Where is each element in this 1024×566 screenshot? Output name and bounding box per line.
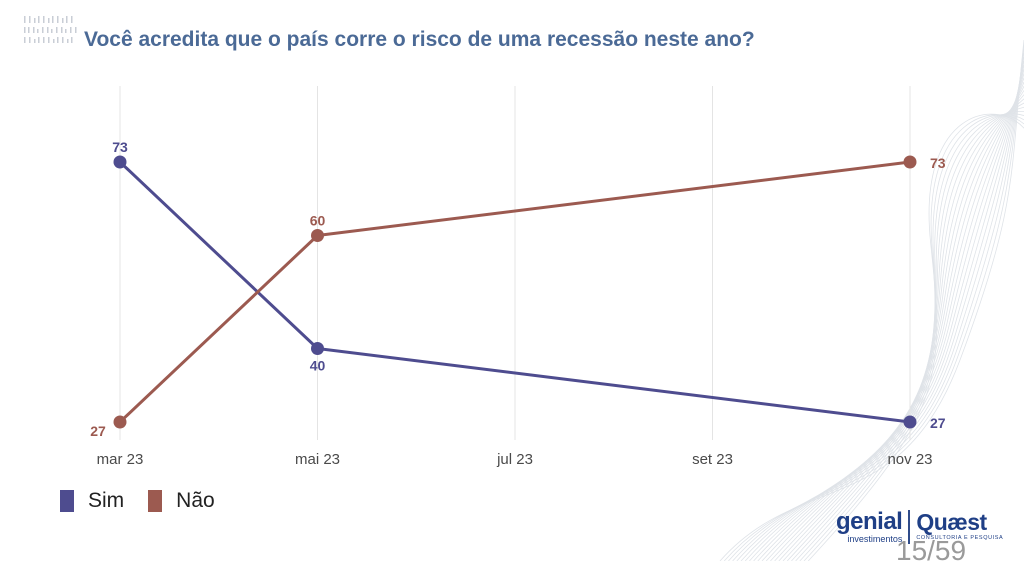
decorative-wave-line <box>723 44 1024 561</box>
x-tick-label: mai 23 <box>295 451 340 468</box>
legend-label-nao: Não <box>176 489 215 512</box>
decorative-wave-line <box>770 90 1024 561</box>
data-label: 73 <box>930 155 946 171</box>
data-point <box>903 415 917 429</box>
data-label: 73 <box>112 139 128 155</box>
data-point <box>113 155 127 169</box>
decorative-wave-lines <box>719 39 1024 561</box>
data-label: 40 <box>310 358 326 374</box>
decorative-wave-line <box>740 60 1024 561</box>
decorative-wave-line <box>778 98 1024 561</box>
chart-x-axis-ticks: mar 23 mai 23 jul 23 set 23 nov 23 <box>97 451 933 468</box>
decorative-wave-line <box>807 113 1024 561</box>
x-tick-label: set 23 <box>692 451 733 468</box>
data-label: 60 <box>310 212 326 228</box>
decorative-wave-line <box>799 114 1024 561</box>
data-point <box>113 415 127 429</box>
quaest-logo-sub: CONSULTORIA E PESQUISA <box>916 535 1004 541</box>
decorative-wave-line <box>753 73 1024 561</box>
quaest-logo: Quæst CONSULTORIA E PESQUISA <box>910 510 1003 542</box>
genial-logo: genial investimentos <box>836 508 911 544</box>
decorative-wave-line <box>774 94 1024 561</box>
page-number: 15/59 <box>896 535 967 566</box>
decorative-barcode-icon <box>24 16 77 43</box>
decorative-wave-line <box>765 86 1024 561</box>
genial-logo-name: genial <box>836 508 903 535</box>
chart-legend: Sim Não <box>60 489 239 513</box>
x-tick-label: jul 23 <box>496 451 533 468</box>
legend-swatch-nao <box>148 490 163 512</box>
brand-logos: genial investimentos Quæst CONSULTORIA E… <box>836 510 1003 544</box>
legend-swatch-sim <box>60 490 74 512</box>
data-point <box>311 228 324 242</box>
chart-gridlines <box>119 86 911 440</box>
decorative-wave-line <box>795 113 1024 561</box>
decorative-wave-line <box>761 81 1024 561</box>
chart-series-points <box>113 155 917 429</box>
quaest-logo-name: Quæst <box>916 509 987 535</box>
x-tick-label: nov 23 <box>887 451 932 468</box>
decorative-wave-line <box>757 77 1024 561</box>
data-label: 27 <box>930 415 946 431</box>
decorative-wave-line <box>749 69 1024 561</box>
decorative-wave-line <box>791 110 1024 561</box>
decorative-wave-line <box>803 114 1024 561</box>
legend-item-nao: Não <box>148 489 215 513</box>
chart-title: Você acredita que o país corre o risco d… <box>84 28 755 51</box>
legend-item-sim: Sim <box>60 489 124 513</box>
x-tick-label: mar 23 <box>97 451 144 468</box>
data-point <box>903 155 917 169</box>
decorative-wave-line <box>786 106 1024 561</box>
decorative-wave-line <box>744 65 1024 561</box>
genial-logo-sub: investimentos <box>847 534 903 544</box>
data-point <box>311 342 324 356</box>
decorative-wave-line <box>782 102 1024 561</box>
legend-label-sim: Sim <box>88 489 125 512</box>
data-label: 27 <box>90 423 106 439</box>
decorative-wave-line <box>736 56 1024 561</box>
decorative-wave-line <box>732 52 1024 561</box>
chart-data-labels: 73 40 27 27 60 73 <box>90 139 946 439</box>
